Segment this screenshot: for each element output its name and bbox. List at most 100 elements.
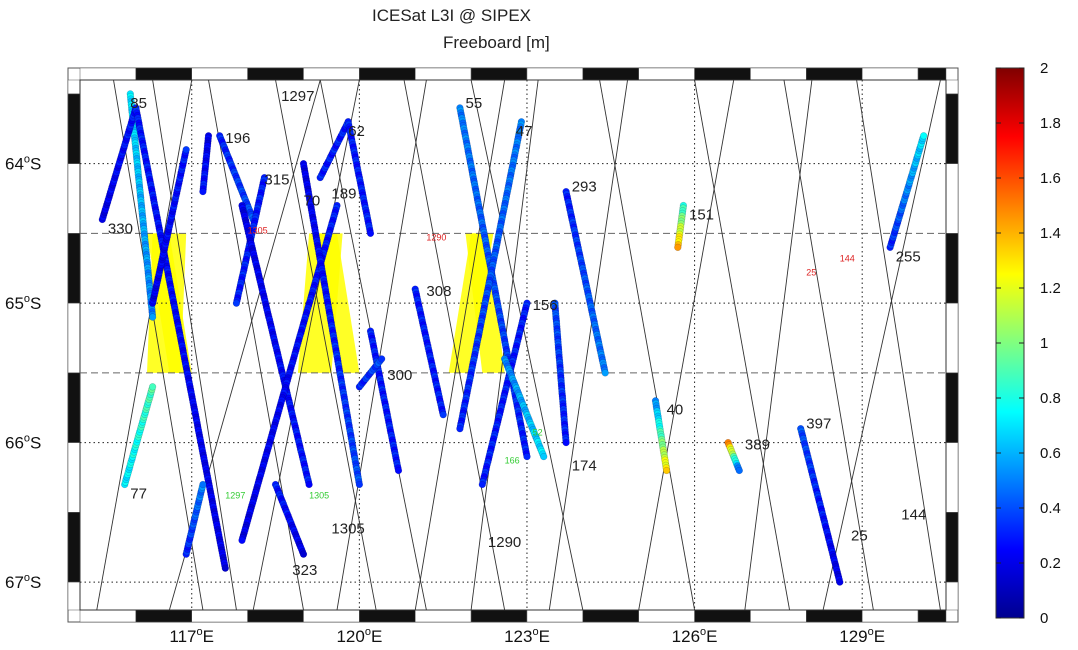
ground-track-line xyxy=(275,80,377,610)
axis-tick-labels: 117oE 120oE 123oE 126oE 129oE 64oS 65oS 66oS 67o… xyxy=(5,154,885,646)
frame-segment-bottom xyxy=(861,609,919,623)
track-label: 397 xyxy=(806,416,831,433)
ground-track-line xyxy=(548,80,628,610)
data-point xyxy=(662,466,671,475)
track-label: 144 xyxy=(901,506,926,523)
data-point xyxy=(439,411,447,419)
track-label: 25 xyxy=(806,267,816,277)
frame-segment-right xyxy=(945,163,959,234)
data-point xyxy=(299,550,308,558)
ground-track-line xyxy=(638,80,735,610)
track-label: 196 xyxy=(225,130,250,147)
data-point xyxy=(149,383,157,391)
track-label: 52 xyxy=(533,428,543,438)
frame-segment-top xyxy=(582,67,639,81)
ground-track-line xyxy=(822,80,941,610)
ground-track-line xyxy=(152,80,237,610)
frame-segment-top xyxy=(917,67,947,81)
track-label: 300 xyxy=(387,367,412,384)
track-label: 1305 xyxy=(248,225,268,235)
colorbar-tick-label: 1.8 xyxy=(1040,115,1061,132)
frame-segment-bottom xyxy=(135,609,192,623)
x-tick-label: 117oE xyxy=(169,626,214,646)
track-series-156 xyxy=(478,299,531,489)
frame-segment-left xyxy=(67,512,81,583)
frame-segment-bottom xyxy=(750,609,807,623)
track-series-166 xyxy=(501,355,548,461)
frame-segment-top xyxy=(861,67,919,81)
track-label: 77 xyxy=(130,485,147,502)
track-series-47 xyxy=(456,118,526,433)
colorbar-tick-label: 0.8 xyxy=(1040,390,1061,407)
track-label: 40 xyxy=(667,402,684,419)
track-label: 323 xyxy=(292,562,317,579)
data-point xyxy=(562,439,570,447)
frame-segment-bottom xyxy=(247,609,304,623)
y-tick-label: 64oS xyxy=(5,154,41,174)
data-point xyxy=(305,480,313,489)
track-label: 330 xyxy=(108,220,133,237)
frame-segment-top xyxy=(750,67,807,81)
colorbar-tick-label: 0 xyxy=(1040,610,1048,627)
track-label: 55 xyxy=(466,95,483,112)
frame-segment-top xyxy=(191,67,248,81)
frame-segment-bottom xyxy=(582,609,639,623)
frame-segment-top xyxy=(470,67,528,81)
track-series xyxy=(182,480,207,558)
frame-segment-left xyxy=(67,79,81,95)
ground-track-line xyxy=(96,80,193,610)
track-label: 1290 xyxy=(426,232,446,242)
data-point xyxy=(456,425,464,433)
track-label: 255 xyxy=(896,248,921,265)
data-point xyxy=(199,480,207,489)
freeboard-points xyxy=(98,90,928,586)
track-label: 166 xyxy=(505,456,520,466)
frame-segment-bottom xyxy=(359,609,416,623)
frame-segment-left xyxy=(67,163,81,234)
x-tick-label: 120oE xyxy=(336,626,382,646)
ground-track-line xyxy=(470,80,584,610)
track-series-77 xyxy=(121,383,157,489)
track-label: 85 xyxy=(130,95,147,112)
track-series-389 xyxy=(724,439,743,475)
frame-segment-bottom xyxy=(694,609,751,623)
frame-segment-bottom xyxy=(917,609,947,623)
frame-segment-left xyxy=(67,233,81,304)
data-point xyxy=(355,480,364,489)
x-tick-label: 126oE xyxy=(672,626,718,646)
frame-segment-top xyxy=(135,67,192,81)
data-point xyxy=(149,313,157,321)
track-series-70 xyxy=(299,160,364,489)
frame-segment-right xyxy=(945,372,959,443)
track-label: 62 xyxy=(348,123,365,140)
data-point xyxy=(836,578,844,586)
y-tick-label: 65oS xyxy=(5,293,41,313)
x-tick-label: 123oE xyxy=(504,626,550,646)
track-label: 1297 xyxy=(225,490,245,500)
data-point xyxy=(674,243,682,252)
frame-segment-top xyxy=(638,67,695,81)
track-label: 70 xyxy=(304,193,321,210)
ground-track-line xyxy=(744,80,813,610)
track-label: 308 xyxy=(426,283,451,300)
track-label: 1305 xyxy=(331,520,364,537)
frame-segment-left xyxy=(67,93,81,164)
track-series-323 xyxy=(271,480,308,558)
frame-segment-left xyxy=(67,581,81,611)
ground-track-line xyxy=(336,80,427,610)
data-point xyxy=(221,564,229,572)
track-label: 156 xyxy=(533,297,558,314)
track-series-40 xyxy=(651,397,671,475)
track-label: 1305 xyxy=(309,490,329,500)
track-label: 174 xyxy=(572,458,597,475)
track-label: 47 xyxy=(516,123,533,140)
frame-segment-bottom xyxy=(638,609,695,623)
data-point xyxy=(920,132,928,140)
frame-segment-bottom xyxy=(414,609,472,623)
data-point xyxy=(540,453,548,461)
track-series xyxy=(149,146,190,307)
data-point xyxy=(182,146,190,154)
ground-track-line xyxy=(856,80,941,610)
track-label: 1297 xyxy=(281,88,314,105)
